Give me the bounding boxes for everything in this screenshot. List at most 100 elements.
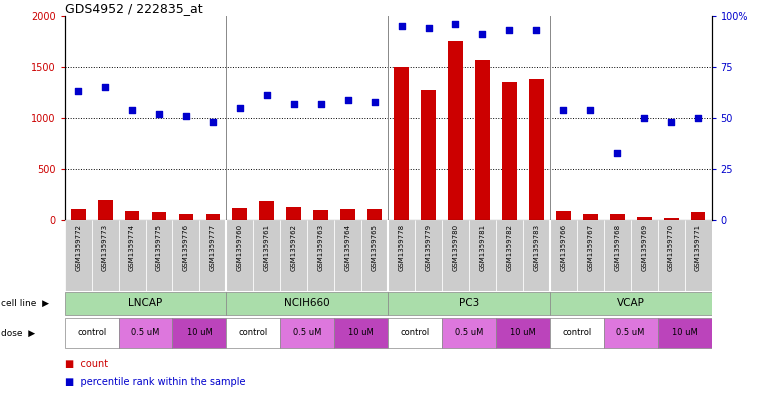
Bar — [119, 318, 173, 348]
Text: GSM1359778: GSM1359778 — [399, 224, 405, 271]
Text: ■  percentile rank within the sample: ■ percentile rank within the sample — [65, 377, 245, 387]
Point — [530, 27, 543, 33]
Text: GSM1359763: GSM1359763 — [318, 224, 323, 271]
Text: GSM1359781: GSM1359781 — [479, 224, 486, 271]
Bar — [658, 220, 685, 291]
Text: cell line  ▶: cell line ▶ — [1, 299, 49, 308]
Bar — [253, 220, 280, 291]
Text: GSM1359760: GSM1359760 — [237, 224, 243, 271]
Bar — [227, 220, 253, 291]
Bar — [658, 318, 712, 348]
Text: 10 uM: 10 uM — [186, 328, 212, 337]
Bar — [691, 212, 705, 220]
Bar — [529, 79, 544, 220]
Bar — [205, 215, 221, 220]
Text: control: control — [400, 328, 430, 337]
Bar — [334, 220, 361, 291]
Bar — [631, 220, 658, 291]
Bar — [577, 220, 603, 291]
Text: GSM1359765: GSM1359765 — [371, 224, 377, 271]
Point — [180, 113, 192, 119]
Bar — [361, 220, 388, 291]
Text: GSM1359782: GSM1359782 — [506, 224, 512, 271]
Text: PC3: PC3 — [459, 298, 479, 308]
Bar — [610, 214, 625, 220]
Bar — [199, 220, 227, 291]
Text: GSM1359776: GSM1359776 — [183, 224, 189, 271]
Bar — [603, 318, 658, 348]
Text: GDS4952 / 222835_at: GDS4952 / 222835_at — [65, 2, 202, 15]
Bar — [71, 209, 85, 220]
Bar — [388, 220, 415, 291]
Text: GSM1359766: GSM1359766 — [560, 224, 566, 271]
Bar — [340, 209, 355, 220]
Bar — [145, 220, 173, 291]
Bar — [550, 220, 577, 291]
Bar — [232, 208, 247, 220]
Text: GSM1359772: GSM1359772 — [75, 224, 81, 271]
Point — [126, 107, 139, 113]
Bar — [664, 218, 679, 220]
Text: GSM1359783: GSM1359783 — [533, 224, 540, 271]
Text: 0.5 uM: 0.5 uM — [455, 328, 483, 337]
Text: GSM1359775: GSM1359775 — [156, 224, 162, 271]
Bar — [448, 41, 463, 220]
Bar — [260, 201, 274, 220]
Text: GSM1359761: GSM1359761 — [264, 224, 270, 271]
Point — [288, 101, 300, 107]
Point — [503, 27, 515, 33]
Bar — [685, 220, 712, 291]
Point — [692, 115, 704, 121]
Point — [396, 23, 408, 29]
Bar — [496, 318, 550, 348]
Bar — [469, 220, 496, 291]
Bar — [556, 211, 571, 220]
Text: GSM1359771: GSM1359771 — [695, 224, 701, 271]
Bar — [388, 292, 550, 315]
Text: VCAP: VCAP — [616, 298, 645, 308]
Bar — [583, 214, 597, 220]
Text: control: control — [77, 328, 107, 337]
Bar — [442, 220, 469, 291]
Bar — [97, 200, 113, 220]
Text: LNCAP: LNCAP — [129, 298, 163, 308]
Bar — [65, 220, 91, 291]
Bar — [65, 292, 227, 315]
Bar — [179, 214, 193, 220]
Text: GSM1359779: GSM1359779 — [425, 224, 431, 271]
Bar — [173, 220, 199, 291]
Bar — [119, 220, 145, 291]
Text: ■  count: ■ count — [65, 360, 108, 369]
Bar — [227, 318, 280, 348]
Text: 10 uM: 10 uM — [672, 328, 698, 337]
Point — [450, 21, 462, 27]
Text: GSM1359780: GSM1359780 — [453, 224, 458, 271]
Point — [99, 84, 111, 90]
Bar — [550, 318, 603, 348]
Text: GSM1359762: GSM1359762 — [291, 224, 297, 271]
Text: GSM1359777: GSM1359777 — [210, 224, 216, 271]
Bar — [368, 209, 382, 220]
Bar — [286, 207, 301, 220]
Bar — [65, 318, 119, 348]
Text: GSM1359767: GSM1359767 — [587, 224, 594, 271]
Bar — [227, 292, 388, 315]
Bar — [314, 210, 328, 220]
Text: 10 uM: 10 uM — [510, 328, 536, 337]
Point — [314, 101, 326, 107]
Bar — [91, 220, 119, 291]
Text: GSM1359773: GSM1359773 — [102, 224, 108, 271]
Bar — [603, 220, 631, 291]
Point — [611, 149, 623, 156]
Text: control: control — [239, 328, 268, 337]
Point — [638, 115, 650, 121]
Text: 0.5 uM: 0.5 uM — [293, 328, 321, 337]
Bar — [151, 212, 167, 220]
Bar — [394, 67, 409, 220]
Point — [207, 119, 219, 125]
Bar — [173, 318, 227, 348]
Point — [476, 31, 489, 37]
Text: GSM1359774: GSM1359774 — [129, 224, 135, 271]
Bar — [637, 217, 651, 220]
Bar — [388, 318, 442, 348]
